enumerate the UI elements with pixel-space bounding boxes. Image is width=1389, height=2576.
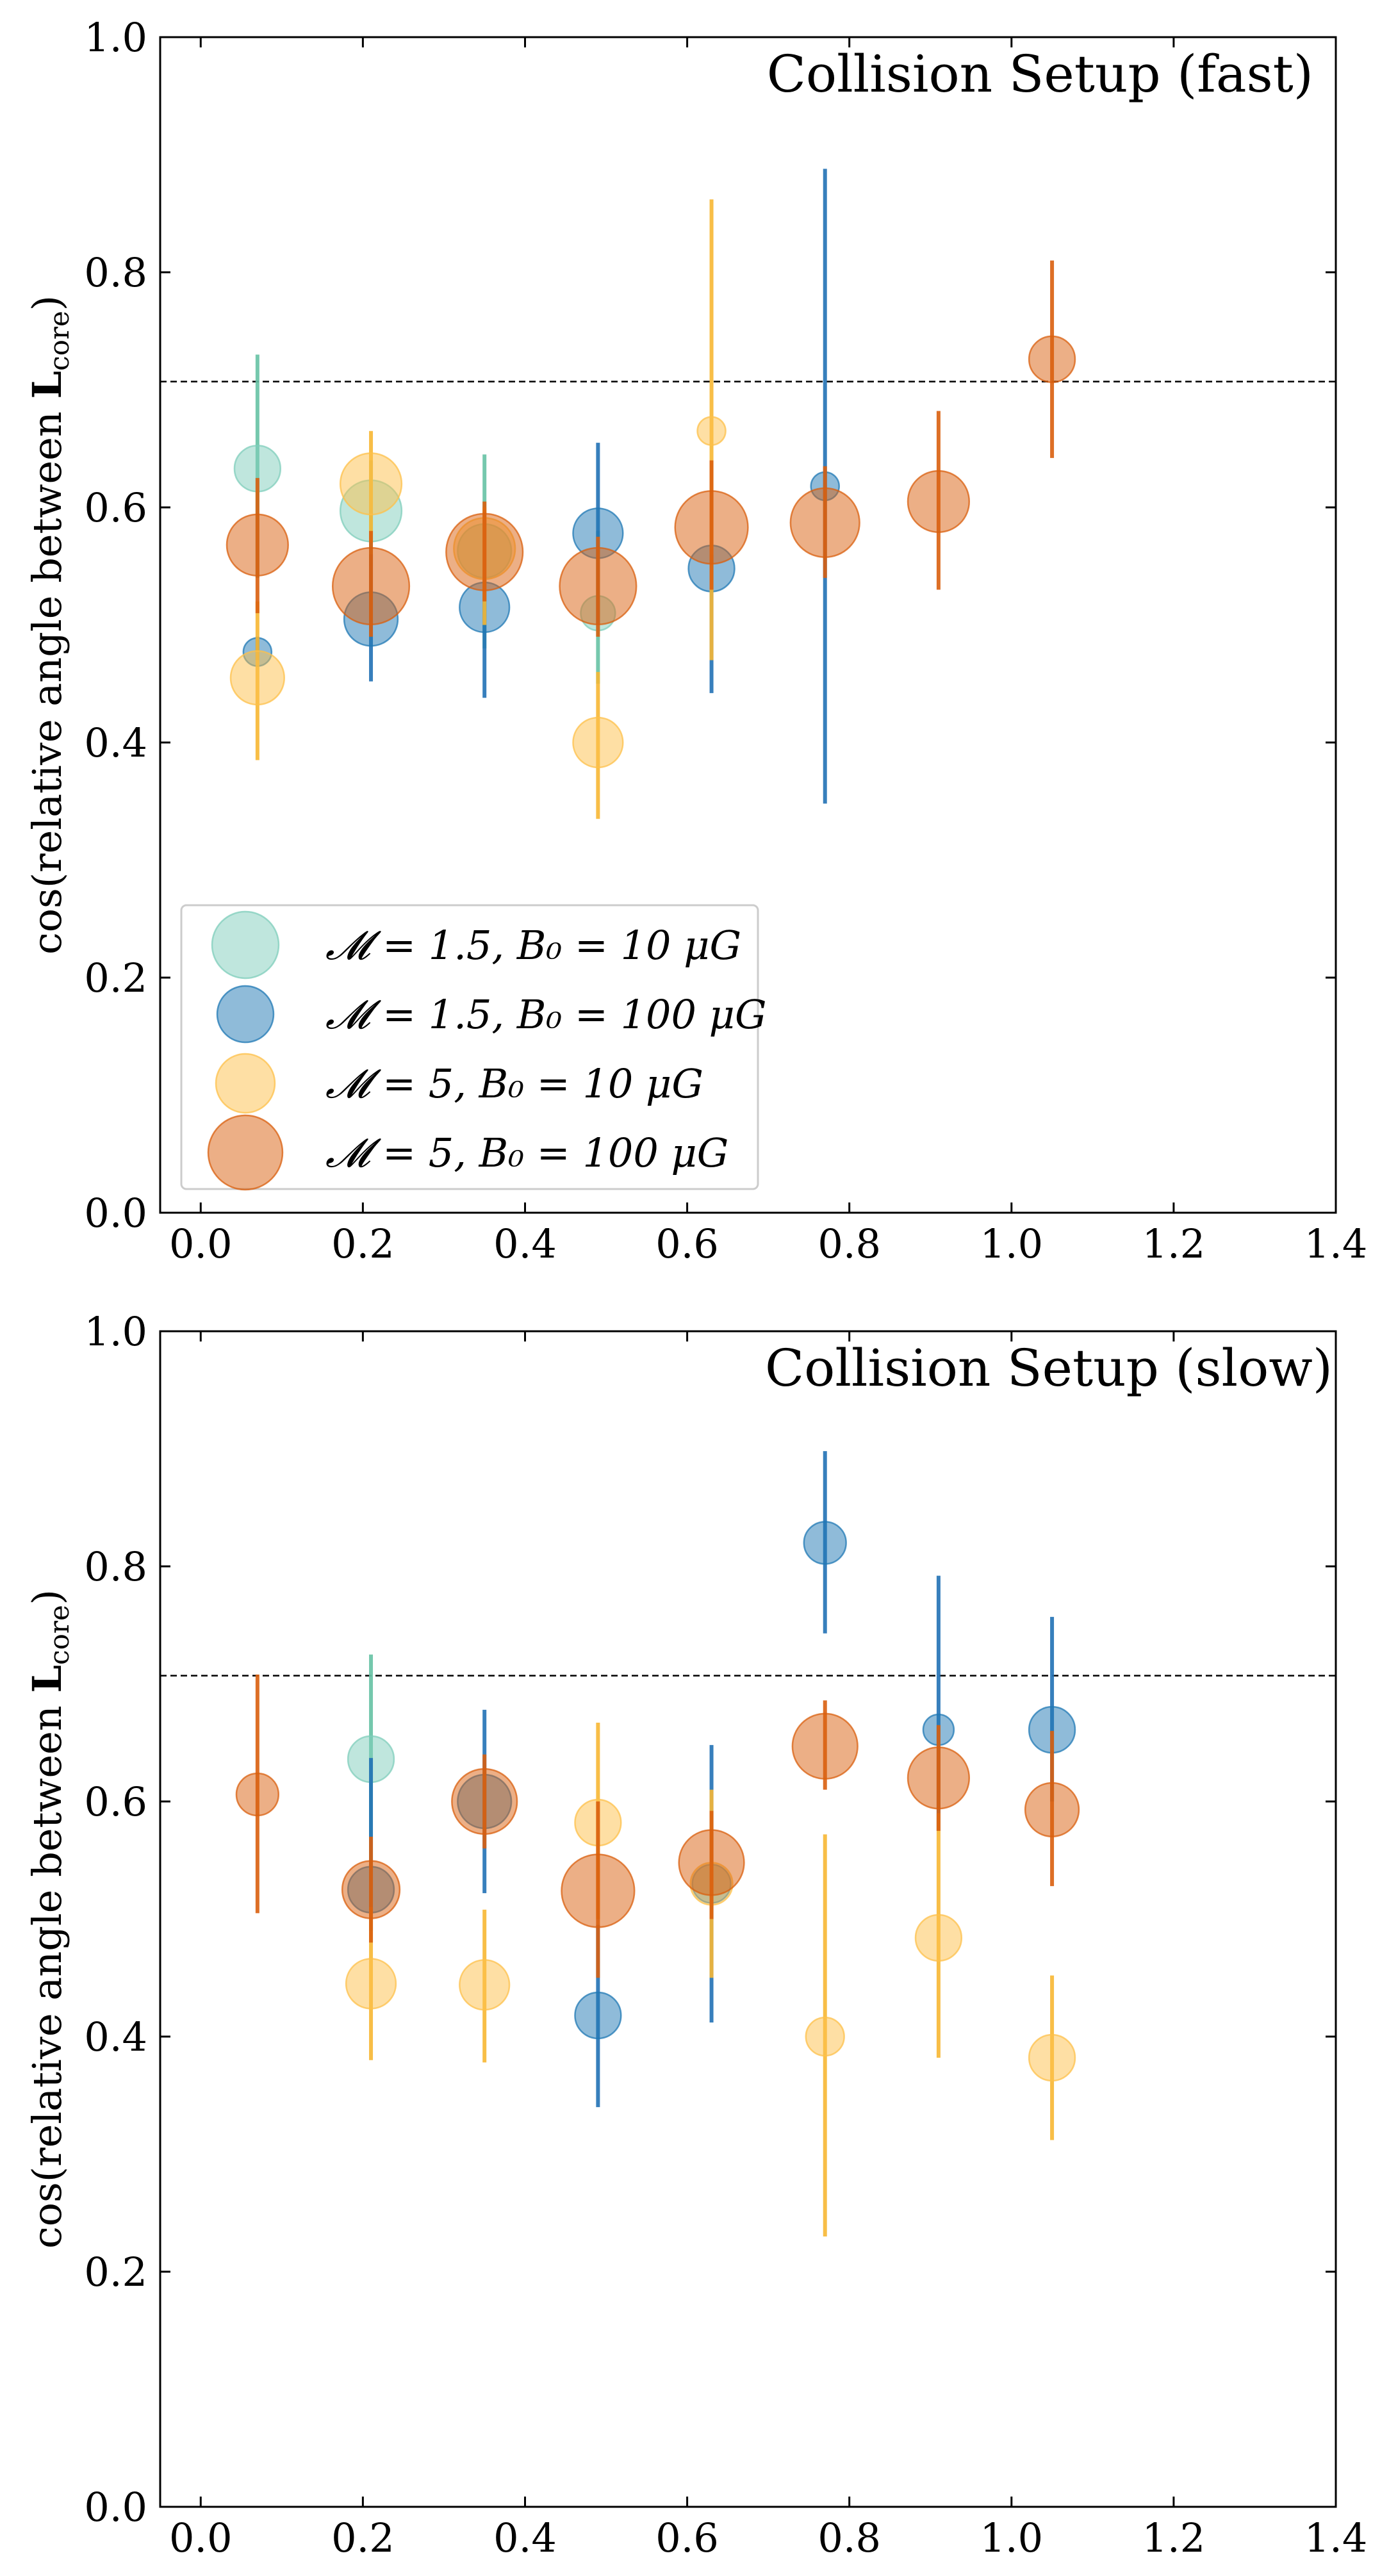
x-tick-label: 1.0 bbox=[980, 1220, 1043, 1267]
x-tick-label: 1.2 bbox=[1142, 2514, 1206, 2561]
x-tick-label: 0.0 bbox=[169, 1220, 233, 1267]
x-tick-label: 0.6 bbox=[655, 2514, 719, 2561]
x-tick-label: 0.8 bbox=[818, 1220, 881, 1267]
series-m5_b100 bbox=[235, 1674, 1080, 1978]
legend-label: 𝓜 = 5, B₀ = 100 μG bbox=[325, 1129, 728, 1176]
data-point bbox=[696, 416, 727, 446]
axes-frame bbox=[159, 1330, 1337, 2508]
x-tick-label: 0.4 bbox=[493, 1220, 557, 1267]
x-tick-label: 1.4 bbox=[1304, 2514, 1368, 2561]
y-tick-label: 0.8 bbox=[84, 249, 147, 296]
data-point bbox=[451, 1768, 518, 1835]
x-tick-label: 0.8 bbox=[818, 2514, 881, 2561]
panel-1: 0.0 0.2 0.4 0.6 0.8 1.0 1.2 1.4 0.0 0.2 0.4 0.6 0.8 1… bbox=[24, 14, 1367, 1267]
data-point bbox=[572, 716, 624, 769]
y-tick-label: 0.4 bbox=[84, 2014, 147, 2060]
data-point bbox=[803, 1521, 847, 1565]
legend-label: 𝓜 = 5, B₀ = 10 μG bbox=[325, 1060, 703, 1107]
data-point bbox=[574, 1991, 622, 2040]
panel-2: 0.0 0.2 0.4 0.6 0.8 1.0 1.2 1.4 0.0 0.2 0.4 0.6 0.8 1… bbox=[24, 1308, 1367, 2561]
y-tick-label: 0.2 bbox=[84, 2249, 147, 2295]
data-point bbox=[345, 1958, 397, 2010]
data-point bbox=[445, 513, 524, 591]
data-point bbox=[331, 546, 411, 626]
data-point bbox=[789, 487, 860, 558]
data-point bbox=[341, 1860, 401, 1919]
y-axis-label: cos(relative angle between Lcore) bbox=[24, 1589, 75, 2249]
data-point bbox=[907, 1746, 971, 1810]
legend-box bbox=[180, 904, 759, 1190]
legend-marker bbox=[215, 1053, 276, 1114]
panel-title: Collision Setup (fast) bbox=[767, 44, 1313, 104]
data-point bbox=[235, 1772, 280, 1817]
x-tick-label: 0.4 bbox=[493, 2514, 557, 2561]
legend-marker bbox=[211, 910, 280, 980]
data-point bbox=[459, 1959, 511, 2011]
legend-marker bbox=[216, 985, 275, 1044]
x-tick-label: 1.4 bbox=[1304, 1220, 1368, 1267]
x-tick-label: 1.2 bbox=[1142, 1220, 1206, 1267]
legend: 𝓜 = 1.5, B₀ = 10 μG 𝓜 = 1.5, B₀ = 100 μG 𝓜… bbox=[180, 904, 766, 1191]
data-point bbox=[914, 1914, 963, 1962]
legend-marker bbox=[207, 1114, 284, 1191]
x-tick-label: 0.0 bbox=[169, 2514, 233, 2561]
y-tick-label: 1.0 bbox=[84, 1308, 147, 1355]
legend-label: 𝓜 = 1.5, B₀ = 10 μG bbox=[325, 922, 741, 969]
data-point bbox=[1024, 1782, 1080, 1837]
data-point bbox=[678, 1829, 745, 1896]
panel-title: Collision Setup (slow) bbox=[765, 1338, 1333, 1398]
y-tick-label: 0.6 bbox=[84, 484, 147, 531]
data-point bbox=[1028, 2033, 1076, 2082]
y-tick-label: 0.2 bbox=[84, 955, 147, 1001]
y-tick-label: 0.0 bbox=[84, 2484, 147, 2531]
data-point bbox=[907, 470, 971, 533]
data-point bbox=[226, 513, 289, 577]
y-tick-label: 1.0 bbox=[84, 14, 147, 61]
data-point bbox=[805, 2016, 845, 2057]
data-point bbox=[791, 1712, 859, 1780]
x-tick-label: 1.0 bbox=[980, 2514, 1043, 2561]
y-tick-label: 0.0 bbox=[84, 1190, 147, 1236]
x-tick-label: 0.2 bbox=[331, 2514, 395, 2561]
data-point bbox=[559, 546, 637, 626]
x-tick-label: 0.2 bbox=[331, 1220, 395, 1267]
data-point bbox=[229, 650, 286, 706]
y-tick-label: 0.6 bbox=[84, 1778, 147, 1825]
data-point bbox=[339, 452, 403, 516]
series-m5_b100 bbox=[226, 260, 1076, 637]
axes-frame bbox=[159, 36, 1337, 1214]
data-point bbox=[561, 1853, 636, 1928]
x-tick-label: 0.6 bbox=[655, 1220, 719, 1267]
data-point bbox=[674, 490, 749, 565]
y-tick-label: 0.8 bbox=[84, 1543, 147, 1590]
y-tick-label: 0.4 bbox=[84, 719, 147, 766]
legend-label: 𝓜 = 1.5, B₀ = 100 μG bbox=[325, 991, 766, 1038]
y-axis-label: cos(relative angle between Lcore) bbox=[24, 295, 75, 955]
data-point bbox=[1028, 335, 1076, 383]
